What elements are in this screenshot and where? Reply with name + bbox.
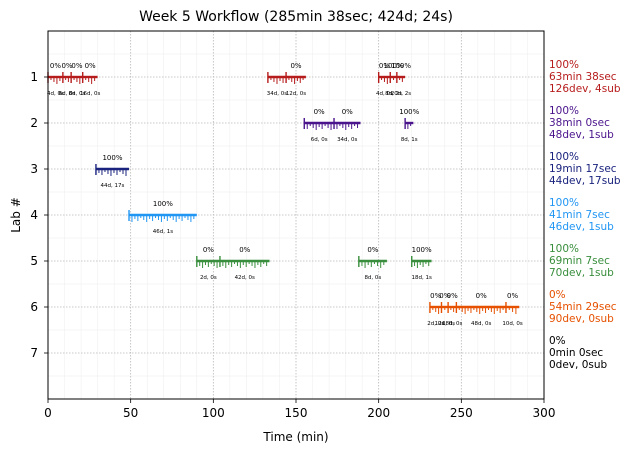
lab-summary-line: 44dev, 17sub — [549, 175, 621, 187]
timeline-segments: 0% 4d, 0s 0% 6d, 0s 0% 8d, 0s 0% 16d, 0s 34d, 0s… — [47, 62, 523, 327]
segment-percent-label: 100% — [399, 108, 419, 116]
x-axis-title: Time (min) — [262, 430, 328, 444]
lab-summary-line: 0dev, 0sub — [549, 359, 608, 371]
segment-note-label: 18d, 1s — [411, 275, 431, 281]
segment-note-label: 2d, 0s — [427, 321, 444, 327]
x-tick-label: 0 — [44, 406, 52, 420]
segment-note-label: 10d, 0s — [502, 321, 522, 327]
segment-percent-label: 100% — [391, 62, 411, 70]
segment-note-label: 42d, 0s — [235, 275, 255, 281]
segment-note-label: 46d, 1s — [153, 229, 173, 235]
segment-note-label: 4d, 0s — [47, 91, 64, 97]
y-tick-label: 5 — [30, 254, 38, 268]
segment-percent-label: 0% — [430, 292, 441, 300]
segment-percent-label: 0% — [342, 108, 353, 116]
segment-percent-label: 0% — [85, 62, 96, 70]
segment-percent-label: 0% — [379, 62, 390, 70]
segment-note-label: 8d, 0s — [364, 275, 381, 281]
lab-summary-line: 100% — [549, 105, 579, 117]
segment-note-label: 8d, 2s — [385, 91, 402, 97]
lab-summary-line: 100% — [549, 59, 579, 71]
segment-percent-label: 0% — [203, 246, 214, 254]
segment-note-label: 20d, 2s — [391, 91, 411, 97]
x-tick-label: 250 — [450, 406, 473, 420]
y-tick-label: 3 — [30, 162, 38, 176]
lab-summary-line: 19min 17sec — [549, 163, 617, 175]
segment-percent-label: 0% — [314, 108, 325, 116]
lab-summary-line: 0% — [549, 335, 566, 347]
y-axis-title: Lab # — [9, 197, 23, 233]
segment-percent-label: 100% — [384, 62, 404, 70]
axis-ticks: 0 50 100 150 200 250 300 1 2 3 4 5 6 7 — [30, 70, 555, 420]
segment-note-label: 4d, 0s — [376, 91, 393, 97]
segment-note-label: 12d, 0s — [286, 91, 306, 97]
lab-summary-line: 70dev, 1sub — [549, 267, 614, 279]
grid-lines — [48, 31, 544, 399]
y-tick-label: 2 — [30, 116, 38, 130]
segment-percent-label: 0% — [439, 292, 450, 300]
y-tick-label: 7 — [30, 346, 38, 360]
y-tick-label: 4 — [30, 208, 38, 222]
segment-percent-label: 0% — [50, 62, 61, 70]
segment-note-label: 2d, 0s — [200, 275, 217, 281]
lab-summary-line: 0% — [549, 289, 566, 301]
x-tick-label: 150 — [285, 406, 308, 420]
segment-percent-label: 0% — [290, 62, 301, 70]
segment-percent-label: 0% — [476, 292, 487, 300]
segment-note-label: 8d, 1s — [401, 137, 418, 143]
segment-percent-label: 0% — [61, 62, 72, 70]
lab-summary-line: 0min 0sec — [549, 347, 603, 359]
x-tick-label: 300 — [533, 406, 556, 420]
segment-note-label: 6d, 0s — [311, 137, 328, 143]
lab-summary-line: 41min 7sec — [549, 209, 610, 221]
segment-percent-label: 0% — [507, 292, 518, 300]
segment-note-label: 16d, 0s — [80, 91, 100, 97]
segment-note-label: 34d, 0s — [337, 137, 357, 143]
lab-summary-line: 69min 7sec — [549, 255, 610, 267]
segment-percent-label: 100% — [153, 200, 173, 208]
segment-note-label: 6d, 0s — [59, 91, 76, 97]
segment-note-label: 34d, 0s — [267, 91, 287, 97]
x-tick-label: 200 — [367, 406, 390, 420]
lab-summary-line: 48dev, 1sub — [549, 129, 614, 141]
segment-percent-label: 100% — [412, 246, 432, 254]
lab-summary-line: 126dev, 4sub — [549, 83, 621, 95]
y-tick-label: 1 — [30, 70, 38, 84]
lab-summary-line: 63min 38sec — [549, 71, 617, 83]
x-tick-label: 100 — [202, 406, 225, 420]
lab-summary-line: 100% — [549, 243, 579, 255]
segment-percent-label: 0% — [71, 62, 82, 70]
segment-note-label: 18d, 0s — [442, 321, 462, 327]
lab-summary-line: 46dev, 1sub — [549, 221, 614, 233]
lab-summary-line: 54min 29sec — [549, 301, 617, 313]
x-tick-label: 50 — [123, 406, 138, 420]
segment-percent-label: 0% — [367, 246, 378, 254]
lab-summary-line: 90dev, 0sub — [549, 313, 614, 325]
segment-note-label: 44d, 17s — [101, 183, 125, 189]
segment-percent-label: 100% — [102, 154, 122, 162]
lab-summary-line: 100% — [549, 197, 579, 209]
segment-percent-label: 0% — [239, 246, 250, 254]
chart-title: Week 5 Workflow (285min 38sec; 424d; 24s… — [139, 9, 453, 25]
segment-note-label: 12d, 0s — [435, 321, 455, 327]
segment-note-label: 48d, 0s — [471, 321, 491, 327]
y-tick-label: 6 — [30, 300, 38, 314]
segment-note-label: 8d, 0s — [69, 91, 86, 97]
segment-percent-label: 0% — [447, 292, 458, 300]
lab-summary-line: 38min 0sec — [549, 117, 610, 129]
lab-summary-line: 100% — [549, 151, 579, 163]
